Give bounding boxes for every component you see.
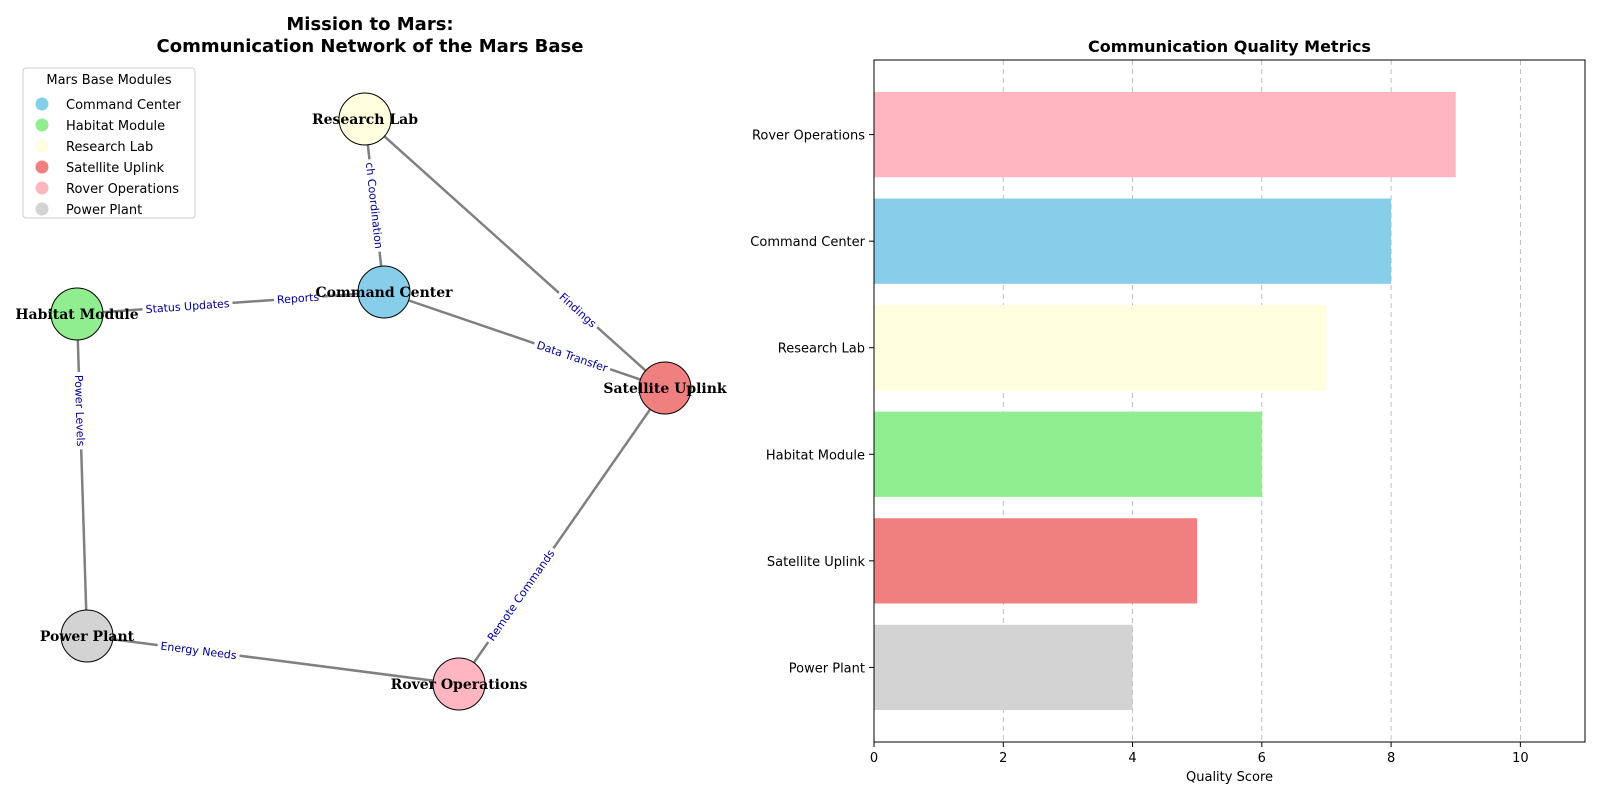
node-power-plant: Power Plant — [40, 609, 135, 663]
svg-text:Power Levels: Power Levels — [72, 375, 87, 447]
edge-research-lab-satellite-uplink — [364, 118, 666, 389]
bar-satellite-uplink — [874, 518, 1198, 604]
edge-label-remote-commands: Remote Commands — [481, 543, 560, 647]
network-nodes: Command Center Habitat Module Research Lab… — [15, 92, 727, 711]
node-circle — [357, 265, 411, 319]
edge-power-plant-rover-operations — [86, 634, 460, 686]
y-tick-label: Satellite Uplink — [767, 555, 866, 570]
x-tick-label: 8 — [1387, 751, 1395, 766]
legend-marker — [35, 202, 49, 216]
bar-habitat-module — [874, 411, 1262, 497]
edge-label-reports: Reports — [273, 288, 323, 307]
legend-marker — [35, 181, 49, 195]
bar-command-center — [874, 198, 1392, 284]
node-label: Habitat Module — [15, 307, 138, 323]
x-tick-label: 10 — [1512, 751, 1529, 766]
svg-text:Findings: Findings — [556, 290, 599, 330]
legend-label: Command Center — [66, 98, 181, 113]
network-legend: Mars Base Modules Command Center Habitat M… — [22, 67, 196, 219]
bar-chart-xlabel: Quality Score — [1186, 770, 1273, 785]
y-tick-label: Rover Operations — [752, 129, 865, 144]
node-circle — [638, 361, 692, 415]
network-edge-labels: Status Updates Reports ch Coordination Find… — [71, 158, 613, 663]
legend-label: Rover Operations — [66, 182, 179, 197]
edge-label-findings: Findings — [554, 286, 603, 333]
bar-chart-axes: Rover Operations Command Center Research L… — [750, 59, 1586, 766]
network-panel: Mission to Mars: Communication Network of… — [15, 14, 727, 711]
bar-rover-operations — [874, 91, 1456, 178]
y-tick-label: Power Plant — [789, 661, 865, 676]
node-satellite-uplink: Satellite Uplink — [603, 361, 727, 415]
x-tick-label: 6 — [1258, 751, 1266, 766]
edge-habitat-module-power-plant — [75, 313, 89, 637]
node-circle — [432, 657, 486, 711]
edge-label-ch-coordination: ch Coordination — [362, 158, 388, 253]
edge-label-data-transfer: Data Transfer — [532, 335, 613, 376]
node-label: Rover Operations — [391, 677, 528, 693]
svg-text:Remote Commands: Remote Commands — [485, 547, 558, 643]
svg-text:Reports: Reports — [277, 291, 320, 307]
node-label: Satellite Uplink — [603, 381, 727, 397]
node-circle — [338, 92, 392, 146]
bar-chart-panel: Communication Quality Metrics Rover Oper… — [750, 37, 1586, 785]
legend-entry-satellite-uplink: Satellite Uplink — [35, 160, 165, 176]
bar-chart-title: Communication Quality Metrics — [1088, 37, 1371, 56]
node-label: Research Lab — [312, 112, 418, 128]
y-tick-label: Command Center — [750, 235, 865, 250]
node-habitat-module: Habitat Module — [15, 287, 139, 341]
x-tick-label: 0 — [870, 751, 878, 766]
node-rover-operations: Rover Operations — [391, 657, 528, 711]
node-label: Power Plant — [40, 629, 135, 645]
svg-text:Status Updates: Status Updates — [145, 297, 230, 316]
legend-entry-research-lab: Research Lab — [35, 139, 153, 155]
edge-label-energy-needs: Energy Needs — [156, 637, 241, 663]
legend-marker — [35, 160, 49, 174]
legend-title: Mars Base Modules — [46, 73, 171, 88]
legend-entry-rover-operations: Rover Operations — [35, 181, 179, 197]
node-circle — [60, 609, 114, 663]
legend-marker — [35, 97, 49, 111]
network-title-line: Communication Network of the Mars Base — [157, 36, 584, 57]
node-circle — [50, 287, 104, 341]
y-tick-label: Habitat Module — [766, 448, 865, 463]
edge-label-power-levels: Power Levels — [71, 371, 90, 450]
legend-marker — [35, 139, 49, 153]
plot-frame — [873, 59, 1586, 743]
bar-research-lab — [874, 305, 1327, 391]
node-command-center: Command Center — [316, 265, 454, 319]
legend-entry-command-center: Command Center — [35, 97, 181, 113]
legend-label: Research Lab — [66, 140, 153, 155]
legend-entry-power-plant: Power Plant — [35, 202, 142, 218]
x-tick-label: 2 — [999, 751, 1007, 766]
legend-marker — [35, 118, 49, 132]
legend-label: Habitat Module — [66, 119, 165, 134]
legend-label: Satellite Uplink — [66, 161, 165, 176]
bar-chart-bars — [874, 91, 1456, 711]
y-tick-label: Research Lab — [778, 342, 865, 357]
network-title-line: Mission to Mars: — [286, 14, 453, 35]
x-tick-label: 4 — [1128, 751, 1136, 766]
node-research-lab: Research Lab — [312, 92, 418, 146]
legend-label: Power Plant — [66, 203, 142, 218]
network-title: Mission to Mars: Communication Network of… — [157, 14, 584, 57]
edge-label-status-updates: Status Updates — [142, 294, 233, 317]
network-edges — [75, 118, 667, 686]
bar-power-plant — [874, 624, 1133, 711]
edge-command-center-satellite-uplink — [383, 290, 666, 390]
legend-frame — [22, 67, 196, 219]
node-label: Command Center — [316, 285, 454, 301]
legend-entry-habitat-module: Habitat Module — [35, 118, 165, 134]
